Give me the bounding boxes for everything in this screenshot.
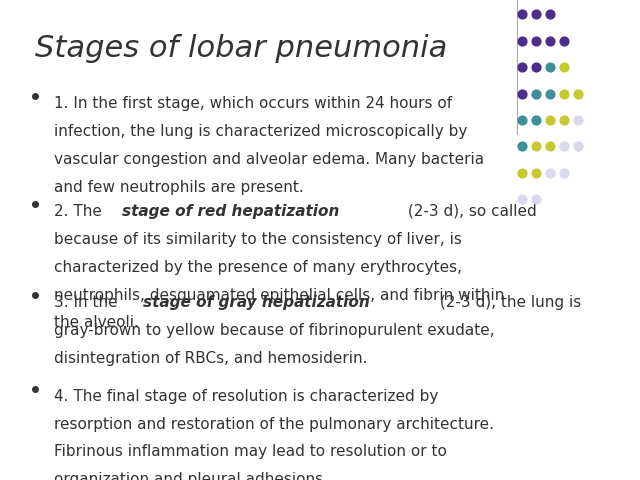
Text: characterized by the presence of many erythrocytes,: characterized by the presence of many er… [54,260,462,275]
Text: 3. In the: 3. In the [54,295,123,310]
Point [531,37,541,45]
Text: and few neutrophils are present.: and few neutrophils are present. [54,180,304,194]
Point [545,90,555,97]
Point [545,63,555,71]
Text: (2-3 d), the lung is: (2-3 d), the lung is [435,295,582,310]
Text: 2. The: 2. The [54,204,107,219]
Point [573,143,583,150]
Text: stage of gray hepatization: stage of gray hepatization [143,295,369,310]
Point [531,116,541,124]
Point [531,90,541,97]
Point [559,90,569,97]
Point [516,63,527,71]
Point [531,143,541,150]
Point [545,37,555,45]
Point [516,90,527,97]
Point [545,116,555,124]
Point [573,116,583,124]
Point [545,143,555,150]
Point [531,63,541,71]
Point [516,143,527,150]
Text: 1. In the first stage, which occurs within 24 hours of: 1. In the first stage, which occurs with… [54,96,452,111]
Text: gray-brown to yellow because of fibrinopurulent exudate,: gray-brown to yellow because of fibrinop… [54,323,495,338]
Point [559,169,569,177]
Point [516,37,527,45]
Point [516,11,527,18]
Text: resorption and restoration of the pulmonary architecture.: resorption and restoration of the pulmon… [54,417,494,432]
Text: infection, the lung is characterized microscopically by: infection, the lung is characterized mic… [54,124,468,139]
Text: because of its similarity to the consistency of liver, is: because of its similarity to the consist… [54,232,462,247]
Point [559,63,569,71]
Text: 4. The final stage of resolution is characterized by: 4. The final stage of resolution is char… [54,389,439,404]
Point [559,116,569,124]
Text: neutrophils, desquamated epithelial cells, and fibrin within: neutrophils, desquamated epithelial cell… [54,288,505,302]
Point [559,37,569,45]
Text: Fibrinous inflammation may lead to resolution or to: Fibrinous inflammation may lead to resol… [54,444,447,459]
Text: stage of red hepatization: stage of red hepatization [122,204,340,219]
Point [516,169,527,177]
Point [573,90,583,97]
Text: (2-3 d), so called: (2-3 d), so called [403,204,537,219]
Point [516,116,527,124]
Point [545,11,555,18]
Text: organization and pleural adhesions.: organization and pleural adhesions. [54,472,328,480]
Text: disintegration of RBCs, and hemosiderin.: disintegration of RBCs, and hemosiderin. [54,351,368,366]
Point [545,169,555,177]
Text: vascular congestion and alveolar edema. Many bacteria: vascular congestion and alveolar edema. … [54,152,484,167]
Text: Stages of lobar pneumonia: Stages of lobar pneumonia [35,34,447,62]
Point [531,195,541,203]
Point [559,143,569,150]
Point [531,169,541,177]
Text: the alveoli.: the alveoli. [54,315,140,330]
Point [516,195,527,203]
Point [531,11,541,18]
